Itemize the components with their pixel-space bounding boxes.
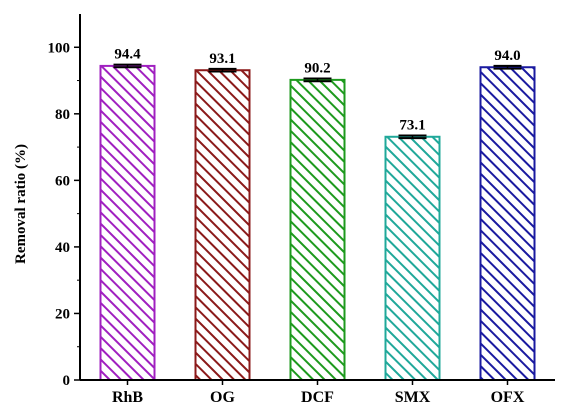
y-tick-label-100: 100	[48, 40, 71, 56]
bar-rhb	[99, 64, 156, 381]
y-tick-label-80: 80	[55, 107, 70, 123]
plot-area: 94.4 RhB 93.1 OG 90.2 DCF 73.1 SMX 94.0 OFX 0 20 40 6…	[48, 14, 555, 404]
data-label-ofx: 94.0	[494, 48, 520, 64]
y-tick-label-60: 60	[55, 173, 70, 189]
bar-og	[194, 69, 251, 382]
bar-dcf	[289, 78, 346, 381]
bar-ofx	[479, 66, 536, 382]
data-label-og: 93.1	[209, 51, 235, 67]
y-tick-label-40: 40	[55, 240, 70, 256]
y-tick-label-20: 20	[55, 306, 70, 322]
x-tick-label-rhb: RhB	[112, 389, 143, 404]
bar-smx	[384, 135, 441, 381]
x-tick-label-dcf: DCF	[301, 389, 334, 404]
y-axis-title: Removal ratio (%)	[13, 144, 29, 264]
data-label-rhb: 94.4	[114, 47, 141, 63]
data-label-dcf: 90.2	[304, 61, 330, 77]
x-tick-label-ofx: OFX	[491, 389, 525, 404]
x-tick-label-smx: SMX	[395, 389, 431, 404]
data-label-smx: 73.1	[399, 117, 425, 133]
x-tick-label-og: OG	[210, 389, 235, 404]
y-tick-label-0: 0	[63, 373, 71, 389]
